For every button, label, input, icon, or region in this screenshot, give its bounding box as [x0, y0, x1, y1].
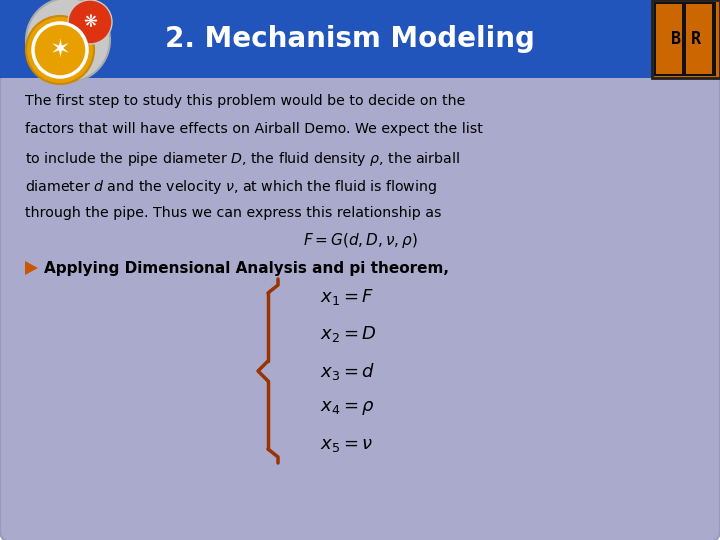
Bar	[0, 0, 720, 78]
FancyBboxPatch shape	[0, 70, 720, 540]
Bar	[656, 4, 682, 74]
Bar	[652, 0, 720, 78]
Text: 2. Mechanism Modeling: 2. Mechanism Modeling	[165, 25, 535, 53]
Polygon shape	[25, 261, 38, 275]
Text: factors that will have effects on Airball Demo. We expect the list: factors that will have effects on Airbal…	[25, 122, 483, 136]
Text: The first step to study this problem would be to decide on the: The first step to study this problem wou…	[25, 94, 465, 108]
Circle shape	[68, 0, 112, 44]
Text: B R: B R	[671, 30, 701, 48]
Circle shape	[26, 0, 110, 82]
Text: $F = G(d,D,\nu,\rho)$: $F = G(d,D,\nu,\rho)$	[302, 231, 418, 249]
Text: $x_3 = d$: $x_3 = d$	[320, 361, 375, 381]
Circle shape	[33, 23, 87, 77]
Text: $x_5 = \nu$: $x_5 = \nu$	[320, 436, 374, 454]
Text: diameter $d$ and the velocity $\nu$, at which the fluid is flowing: diameter $d$ and the velocity $\nu$, at …	[25, 178, 437, 196]
Bar	[654, 2, 716, 76]
Text: to include the pipe diameter $D$, the fluid density $\rho$, the airball: to include the pipe diameter $D$, the fl…	[25, 150, 460, 168]
Text: $x_2 = D$: $x_2 = D$	[320, 324, 377, 344]
Text: $x_4 = \rho$: $x_4 = \rho$	[320, 399, 375, 417]
Text: through the pipe. Thus we can express this relationship as: through the pipe. Thus we can express th…	[25, 206, 441, 220]
Text: ❋: ❋	[83, 13, 97, 31]
Text: ✶: ✶	[50, 38, 71, 62]
Circle shape	[26, 16, 94, 84]
Bar	[686, 4, 712, 74]
Text: $x_1 = F$: $x_1 = F$	[320, 287, 374, 307]
Text: Applying Dimensional Analysis and pi theorem,: Applying Dimensional Analysis and pi the…	[44, 260, 449, 275]
